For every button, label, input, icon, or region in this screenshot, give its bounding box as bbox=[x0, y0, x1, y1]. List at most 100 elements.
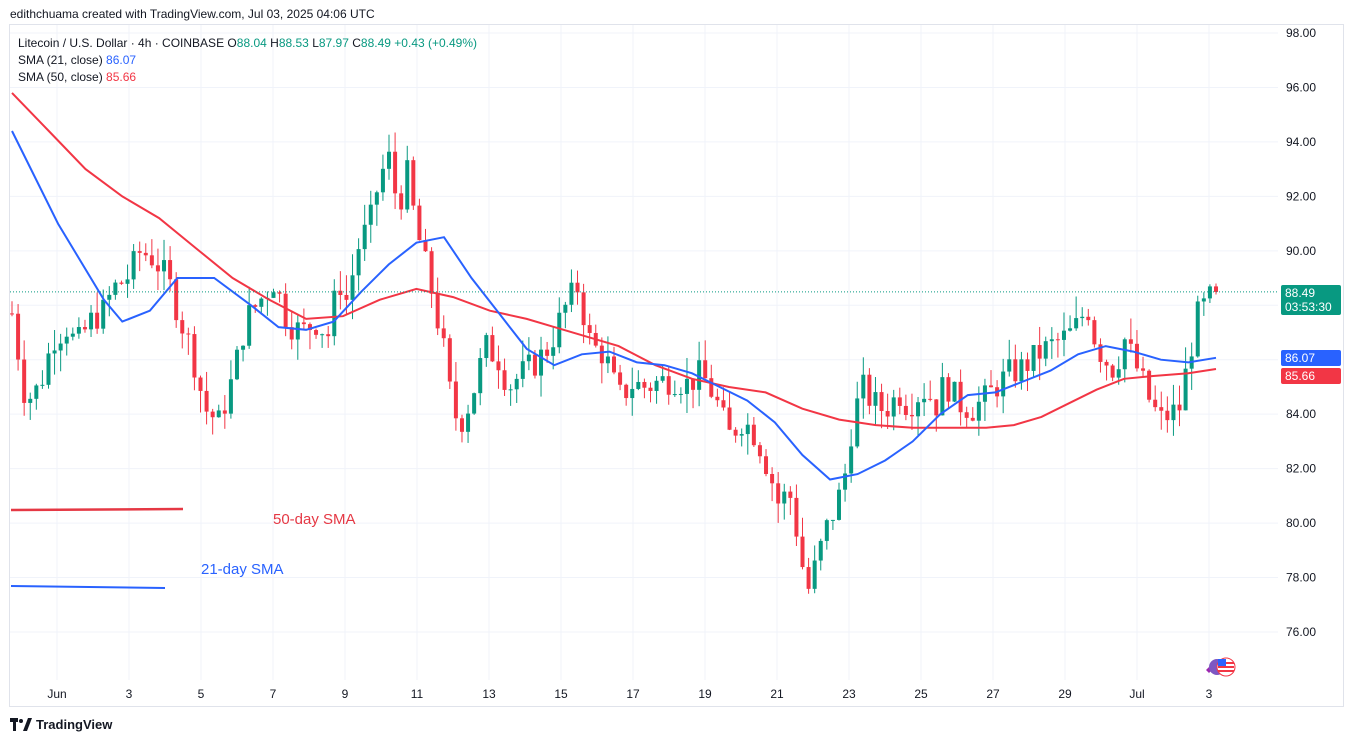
tradingview-logo[interactable]: TradingView bbox=[10, 717, 112, 732]
candle-down bbox=[532, 354, 537, 376]
candle-down bbox=[1055, 339, 1060, 341]
candle-up bbox=[76, 327, 81, 334]
candle-down bbox=[283, 293, 288, 328]
candle-up bbox=[387, 151, 392, 169]
candle-down bbox=[587, 325, 592, 333]
candle-down bbox=[502, 370, 507, 390]
candle-down bbox=[794, 497, 799, 537]
candle-down bbox=[393, 151, 398, 194]
candle-down bbox=[648, 387, 653, 391]
x-tick-label: 29 bbox=[1058, 687, 1072, 701]
candle-up bbox=[514, 378, 519, 390]
candle-up bbox=[1122, 339, 1127, 370]
x-tick-label: 27 bbox=[986, 687, 1000, 701]
candle-down bbox=[545, 349, 550, 356]
open-label: O bbox=[227, 36, 237, 50]
candle-up bbox=[830, 519, 835, 521]
candle-down bbox=[800, 536, 805, 568]
us-flag-icon[interactable] bbox=[1202, 656, 1238, 678]
candle-down bbox=[691, 378, 696, 390]
candle-down bbox=[733, 429, 738, 436]
candle-down bbox=[666, 376, 671, 395]
candle-down bbox=[1110, 365, 1115, 378]
x-tick-label: 21 bbox=[770, 687, 784, 701]
candle-up bbox=[368, 204, 373, 225]
sma50-line bbox=[11, 92, 1217, 429]
candle-down bbox=[301, 322, 306, 325]
y-tick-label: 78.00 bbox=[1286, 571, 1316, 585]
candle-down bbox=[119, 282, 124, 284]
candle-down bbox=[757, 445, 762, 457]
candle-down bbox=[338, 290, 343, 295]
candle-down bbox=[903, 405, 908, 415]
y-tick-label: 96.00 bbox=[1286, 80, 1316, 94]
candle-down bbox=[1159, 407, 1164, 411]
candle-up bbox=[836, 489, 841, 520]
candle-up bbox=[58, 343, 63, 351]
candle-down bbox=[82, 327, 87, 330]
candle-down bbox=[934, 399, 939, 416]
candle-up bbox=[557, 312, 562, 348]
chart-grid bbox=[10, 25, 1278, 680]
candle-up bbox=[940, 377, 945, 416]
sma50-value: 85.66 bbox=[106, 70, 137, 84]
candle-down bbox=[441, 328, 446, 339]
candle-down bbox=[429, 251, 434, 294]
candle-up bbox=[125, 279, 130, 284]
candle-up bbox=[107, 294, 112, 300]
candle-down bbox=[581, 292, 586, 326]
candle-down bbox=[709, 378, 714, 397]
high-label: H bbox=[270, 36, 279, 50]
symbol-title[interactable]: Litecoin / U.S. Dollar · 4h · COINBASE bbox=[18, 36, 225, 50]
candle-up bbox=[1049, 339, 1054, 342]
sma21-row[interactable]: SMA (21, close) 86.07 bbox=[18, 52, 477, 69]
candle-up bbox=[405, 160, 410, 210]
candle-up bbox=[976, 401, 981, 421]
candles bbox=[10, 132, 1218, 594]
symbol-row: Litecoin / U.S. Dollar · 4h · COINBASE O… bbox=[18, 35, 477, 52]
candle-up bbox=[1201, 298, 1206, 302]
candle-down bbox=[149, 255, 154, 266]
candle-up bbox=[247, 305, 252, 346]
candle-down bbox=[1153, 399, 1158, 408]
candle-down bbox=[928, 398, 933, 400]
candle-up bbox=[812, 560, 817, 589]
candle-down bbox=[1025, 359, 1030, 371]
candle-up bbox=[678, 393, 683, 395]
candle-up bbox=[520, 361, 525, 379]
candle-up bbox=[1195, 301, 1200, 357]
candle-up bbox=[28, 398, 33, 403]
candle-down bbox=[727, 407, 732, 430]
candle-up bbox=[1074, 318, 1079, 329]
candle-down bbox=[1147, 370, 1152, 400]
y-tick-label: 94.00 bbox=[1286, 135, 1316, 149]
candle-up bbox=[466, 413, 471, 432]
candle-down bbox=[703, 360, 708, 379]
candle-down bbox=[1086, 316, 1091, 321]
candle-up bbox=[1207, 286, 1212, 299]
candle-down bbox=[222, 410, 227, 414]
candle-down bbox=[326, 334, 331, 337]
x-tick-label: 9 bbox=[342, 687, 349, 701]
candle-up bbox=[484, 335, 489, 359]
sma50-label: SMA (50, close) bbox=[18, 70, 103, 84]
time-axis: Jun 3 5 7 9 11 13 15 17 19 21 23 25 27 29 Jul 3 bbox=[47, 687, 1212, 701]
candle-down bbox=[806, 567, 811, 589]
candle-down bbox=[417, 205, 422, 241]
candle-up bbox=[739, 434, 744, 436]
candle-down bbox=[885, 411, 890, 417]
candle-down bbox=[307, 324, 312, 331]
x-tick-label: 5 bbox=[198, 687, 205, 701]
candle-down bbox=[192, 334, 197, 378]
candle-down bbox=[1037, 345, 1042, 359]
tradingview-logo-icon bbox=[10, 717, 32, 731]
candle-down bbox=[435, 293, 440, 329]
sma50-row[interactable]: SMA (50, close) 85.66 bbox=[18, 69, 477, 86]
candle-down bbox=[399, 193, 404, 210]
close-label: C bbox=[352, 36, 361, 50]
y-tick-label: 80.00 bbox=[1286, 516, 1316, 530]
candle-down bbox=[1177, 404, 1182, 411]
candle-up bbox=[922, 398, 927, 403]
candle-up bbox=[295, 322, 300, 340]
candle-down bbox=[314, 330, 319, 335]
